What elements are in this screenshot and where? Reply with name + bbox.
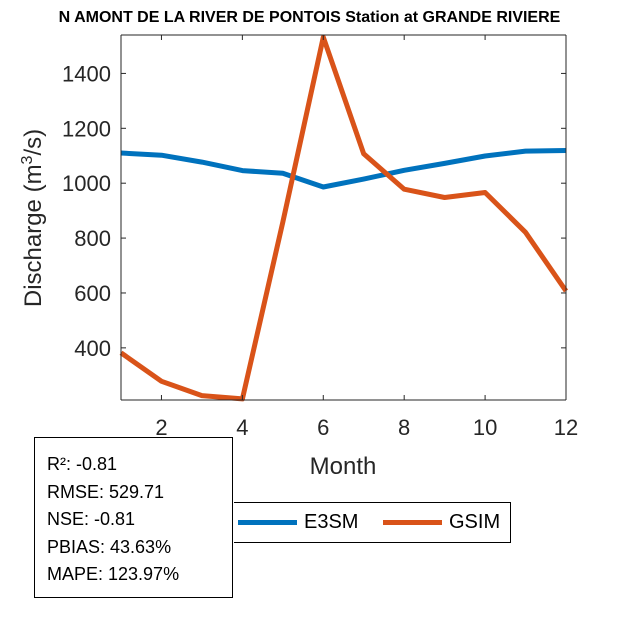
y-tick-label: 1400 <box>62 61 111 86</box>
x-tick-label: 8 <box>398 415 410 440</box>
legend: E3SM GSIM <box>234 502 511 543</box>
legend-label-e3sm: E3SM <box>304 511 359 533</box>
chart-title: N AMONT DE LA RIVER DE PONTOIS Station a… <box>58 9 561 26</box>
y-axis-label-main: Discharge (m <box>20 164 47 307</box>
x-tick-label: 6 <box>317 415 329 440</box>
series-layer <box>119 34 569 402</box>
y-tick-label: 800 <box>74 226 111 251</box>
y-tick-label: 400 <box>74 336 111 361</box>
y-axis-label: Discharge (m3/s) <box>19 129 47 307</box>
axes-layer: 2 4 6 8 10 12 400 600 800 1000 1200 1400 <box>62 34 578 440</box>
x-tick-label: 10 <box>473 415 497 440</box>
y-tick-label: 1200 <box>62 116 111 141</box>
x-tick-label: 2 <box>155 415 167 440</box>
y-axis-label-superscript: 3 <box>19 155 36 164</box>
legend-label-gsim: GSIM <box>449 511 501 533</box>
x-tick-label: 4 <box>236 415 248 440</box>
y-tick-label: 1000 <box>62 171 111 196</box>
y-tick-label: 600 <box>74 281 111 306</box>
legend-swatch-e3sm <box>238 520 297 525</box>
y-axis-label-unit: /s) <box>20 129 47 156</box>
legend-swatch-gsim <box>383 520 442 525</box>
nse-stat: NSE: -0.81 <box>47 509 136 529</box>
statistics-box: R²: -0.81 RMSE: 529.71 NSE: -0.81 PBIAS:… <box>34 437 233 598</box>
rmse-stat: RMSE: 529.71 <box>47 481 165 502</box>
mape-stat: MAPE: 123.97% <box>47 564 180 584</box>
series-line-gsim <box>119 34 569 402</box>
pbias-stat: PBIAS: 43.63% <box>47 536 172 557</box>
x-axis-label: Month <box>310 453 377 480</box>
series-line-e3sm <box>120 148 567 190</box>
x-tick-label: 12 <box>554 415 578 440</box>
r2-stat: R²: -0.81 <box>47 454 118 474</box>
